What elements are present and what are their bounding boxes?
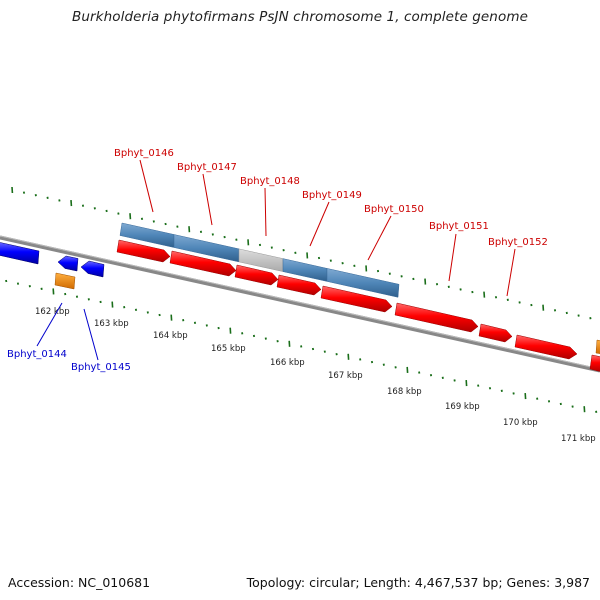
leader-line <box>202 173 213 226</box>
topology-summary: Topology: circular; Length: 4,467,537 bp… <box>246 575 590 590</box>
leader-line <box>367 215 392 261</box>
gene-label: Bphyt_0152 <box>488 237 548 248</box>
sequence-backbone <box>0 235 600 373</box>
gene-label: Bphyt_0145 <box>71 362 131 373</box>
kbp-label: 171 kbp <box>561 434 596 444</box>
kbp-label: 164 kbp <box>153 331 188 341</box>
gene-label: Bphyt_0150 <box>364 204 424 215</box>
leader-line <box>36 302 63 347</box>
gene-arrow-forward <box>589 354 600 372</box>
leader-line <box>309 201 330 247</box>
inner-tick-track <box>5 279 598 413</box>
accession-text: Accession: NC_010681 <box>8 575 151 590</box>
orange-feature <box>54 272 76 290</box>
gene-labels-forward: Bphyt_0146 Bphyt_0147 Bphyt_0148 Bphyt_0… <box>114 148 548 248</box>
gene-labels-reverse: Bphyt_0144 Bphyt_0145 <box>7 349 131 373</box>
band-segment <box>326 268 400 298</box>
kbp-label: 162 kbp <box>35 307 70 317</box>
gene-label: Bphyt_0151 <box>429 221 489 232</box>
outer-tick-track <box>11 186 592 320</box>
gene-arrow-forward <box>116 239 171 263</box>
highlight-band <box>119 222 400 298</box>
kbp-label: 170 kbp <box>503 418 538 428</box>
reverse-genes <box>0 242 105 278</box>
orange-feature <box>595 339 600 354</box>
gene-label: Bphyt_0149 <box>302 190 362 201</box>
leader-line <box>448 233 457 282</box>
gene-arrow-forward <box>169 250 237 277</box>
forward-genes <box>116 239 600 372</box>
gene-label: Bphyt_0144 <box>7 349 67 360</box>
gene-arrow-forward <box>478 323 513 343</box>
leader-line <box>139 159 154 213</box>
kbp-label: 169 kbp <box>445 402 480 412</box>
gene-label: Bphyt_0148 <box>240 176 300 187</box>
gene-arrow-forward <box>234 264 279 286</box>
kbp-label: 166 kbp <box>270 358 305 368</box>
kbp-label: 163 kbp <box>94 319 129 329</box>
leader-line <box>506 248 516 297</box>
sequence-backbone-highlight <box>0 235 600 370</box>
gene-label-leaders <box>36 159 516 361</box>
gene-arrow-reverse <box>80 260 105 278</box>
gene-arrow-forward <box>320 285 393 313</box>
gene-arrow-forward <box>276 274 322 296</box>
leader-line <box>264 187 267 237</box>
leader-line <box>83 308 99 361</box>
kbp-label: 168 kbp <box>387 387 422 397</box>
kbp-axis-labels: 162 kbp 163 kbp 164 kbp 165 kbp 166 kbp … <box>35 307 596 444</box>
gene-arrow-forward <box>394 302 479 333</box>
gene-arrow-reverse <box>0 242 40 265</box>
map-title: Burkholderia phytofirmans PsJN chromosom… <box>72 9 528 25</box>
gene-label: Bphyt_0146 <box>114 148 174 159</box>
kbp-label: 165 kbp <box>211 344 246 354</box>
gene-label: Bphyt_0147 <box>177 162 237 173</box>
misc-features <box>54 272 600 354</box>
gene-arrow-reverse <box>57 255 79 272</box>
kbp-label: 167 kbp <box>328 371 363 381</box>
gene-arrow-forward <box>514 334 578 360</box>
